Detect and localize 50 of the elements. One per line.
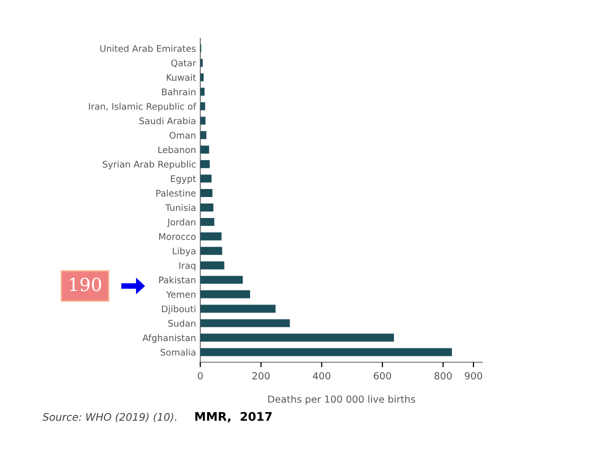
source-note: Source: WHO (2019) (10). xyxy=(42,412,176,422)
y-tick-label: Kuwait xyxy=(166,74,196,81)
bar xyxy=(200,73,204,82)
bar xyxy=(200,290,250,298)
y-tick-label: Somalia xyxy=(160,348,196,356)
y-tick-label: Pakistan xyxy=(159,276,196,284)
x-tick-label: 800 xyxy=(434,372,452,380)
bar xyxy=(200,348,452,356)
y-tick-label: Syrian Arab Republic xyxy=(102,160,196,170)
y-tick-label: Libya xyxy=(172,247,196,256)
bar xyxy=(200,218,214,226)
y-tick-label: Qatar xyxy=(171,60,196,68)
x-tick-label: 600 xyxy=(374,372,392,380)
bar xyxy=(200,189,212,197)
y-tick-label: Iraq xyxy=(179,262,196,271)
bar xyxy=(200,174,212,183)
bar xyxy=(200,204,214,212)
y-tick-label: Palestine xyxy=(156,190,196,197)
y-tick-label: Oman xyxy=(169,132,196,139)
bar xyxy=(200,276,243,284)
text: 190 xyxy=(70,278,102,292)
bar xyxy=(200,319,290,328)
y-tick-label: Jordan xyxy=(166,218,196,228)
y-tick-label: United Arab Emirates xyxy=(100,44,196,52)
text: MMR, 2017 xyxy=(195,412,272,422)
y-tick-label: Iran, Islamic Republic of xyxy=(88,102,196,112)
x-tick-label: 200 xyxy=(252,372,270,380)
y-tick-label: Afghanistan xyxy=(142,334,196,343)
bar xyxy=(200,160,210,168)
y-tick-label: Yemen xyxy=(166,291,196,298)
bar xyxy=(200,261,224,270)
y-tick-label: Lebanon xyxy=(158,146,196,154)
x-tick-label: 900 xyxy=(464,372,482,380)
bar xyxy=(200,246,222,255)
y-tick-label: Djibouti xyxy=(162,305,196,314)
y-tick-label: Egypt xyxy=(170,175,196,184)
y-tick-label: Tunisia xyxy=(165,204,196,212)
y-tick-label: Morocco xyxy=(159,233,196,240)
bar xyxy=(200,131,206,140)
bar xyxy=(200,334,394,342)
bar xyxy=(200,232,222,240)
x-tick-label: 0 xyxy=(198,372,203,380)
bar xyxy=(200,304,276,313)
y-tick-label: Sudan xyxy=(168,320,196,327)
x-axis-title: Deaths per 100 000 live births xyxy=(268,395,416,405)
bar xyxy=(200,116,206,125)
x-tick-label: 400 xyxy=(312,372,330,380)
bar xyxy=(200,146,210,154)
y-tick-label: Bahrain xyxy=(162,88,196,96)
y-tick-label: Saudi Arabia xyxy=(139,117,196,124)
